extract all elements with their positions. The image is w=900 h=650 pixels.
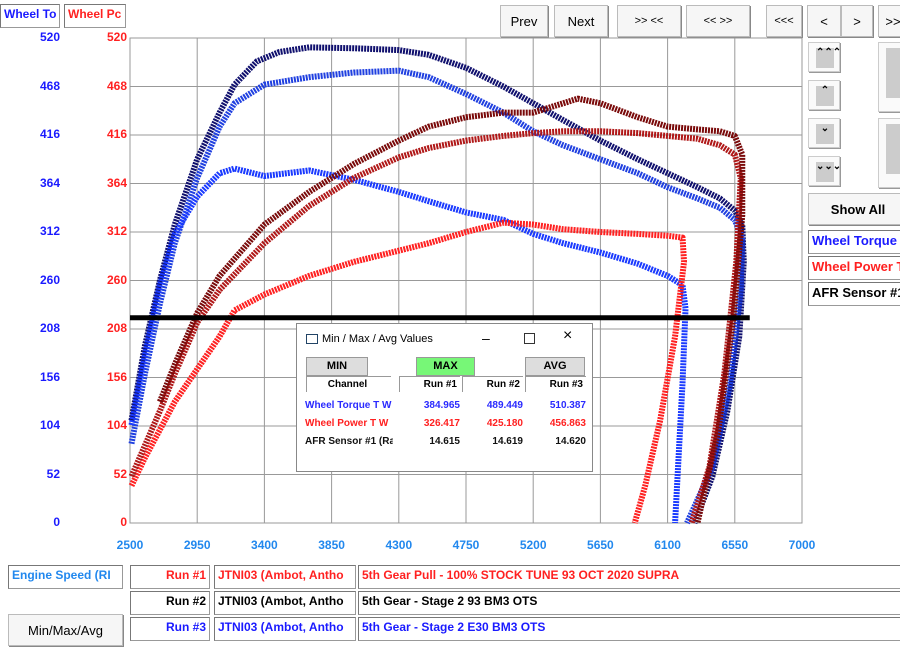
prev-button[interactable]: Prev bbox=[500, 5, 548, 37]
run-description[interactable]: 5th Gear Pull - 100% STOCK TUNE 93 OCT 2… bbox=[358, 565, 900, 589]
torque-y-tick: 104 bbox=[39, 418, 60, 432]
run-vehicle[interactable]: JTNI03 (Ambot, Antho bbox=[214, 617, 356, 641]
dialog-row-value: 456.863 bbox=[549, 418, 586, 429]
down-icon: ⌄ bbox=[816, 124, 834, 144]
avg-button[interactable]: AVG bbox=[525, 357, 585, 376]
channel-legend-item[interactable]: AFR Sensor #1 bbox=[808, 282, 900, 306]
x-tick: 7000 bbox=[788, 538, 816, 552]
x-tick: 5200 bbox=[519, 538, 547, 552]
torque-y-tick: 208 bbox=[39, 321, 60, 335]
x-channel-selector[interactable]: Engine Speed (RI bbox=[8, 565, 123, 589]
x-tick: 6100 bbox=[654, 538, 681, 552]
triple-up-icon: ⌃⌃⌃ bbox=[816, 48, 841, 68]
run-vehicle[interactable]: JTNI03 (Ambot, Antho bbox=[214, 591, 356, 615]
power-y-tick: 156 bbox=[106, 369, 127, 384]
power-y-tick: 312 bbox=[106, 224, 127, 238]
x-tick: 3850 bbox=[318, 538, 345, 552]
minimize-button[interactable]: – bbox=[482, 330, 490, 346]
dialog-row-channel: Wheel Power T W bbox=[305, 418, 389, 429]
power-y-tick: 104 bbox=[106, 418, 127, 432]
dialog-row-value: 489.449 bbox=[486, 400, 523, 411]
expand-icon bbox=[886, 48, 900, 98]
min-max-avg-dialog: Min / Max / Avg Values – × MIN MAX AVG C… bbox=[296, 323, 593, 472]
power-axis-label[interactable]: Wheel Pc bbox=[64, 4, 126, 28]
scroll-down-button[interactable]: ⌄ bbox=[808, 118, 840, 148]
run-label[interactable]: Run #1 bbox=[130, 565, 210, 589]
series-run1_power bbox=[128, 219, 688, 524]
scroll-left-button[interactable]: < bbox=[807, 5, 841, 37]
dialog-title: Min / Max / Avg Values bbox=[322, 333, 433, 345]
up-icon: ⌃ bbox=[816, 86, 834, 106]
x-tick: 4300 bbox=[385, 538, 413, 552]
scroll-right-button[interactable]: > bbox=[841, 5, 873, 37]
power-y-tick: 468 bbox=[106, 78, 127, 93]
power-y-tick: 52 bbox=[113, 466, 127, 481]
compress-button[interactable] bbox=[878, 118, 900, 188]
run-label[interactable]: Run #2 bbox=[130, 591, 210, 615]
power-y-tick: 416 bbox=[106, 127, 127, 141]
x-tick: 3400 bbox=[251, 538, 278, 552]
header-run1: Run #1 bbox=[399, 376, 460, 392]
series-run3_torque bbox=[128, 44, 747, 525]
scroll-last-button[interactable]: >> bbox=[878, 5, 900, 37]
torque-axis-label[interactable]: Wheel To bbox=[0, 4, 60, 28]
torque-y-tick: 468 bbox=[39, 78, 60, 93]
x-tick: 2500 bbox=[116, 538, 144, 552]
x-tick: 4750 bbox=[452, 538, 480, 552]
torque-y-tick: 0 bbox=[53, 515, 60, 529]
dialog-row-value: 425.180 bbox=[486, 418, 523, 429]
torque-y-tick: 416 bbox=[39, 127, 60, 141]
show-all-button[interactable]: Show All bbox=[808, 193, 900, 225]
power-y-tick: 208 bbox=[106, 321, 127, 335]
series-run2_torque bbox=[128, 67, 746, 525]
maximize-button[interactable] bbox=[524, 333, 535, 344]
dialog-row-value: 14.620 bbox=[555, 436, 586, 447]
header-run3: Run #3 bbox=[525, 376, 586, 392]
run-description[interactable]: 5th Gear - Stage 2 E30 BM3 OTS bbox=[358, 617, 900, 641]
expand-button[interactable] bbox=[878, 42, 900, 112]
series-run3_power bbox=[157, 95, 746, 524]
power-y-tick: 0 bbox=[120, 515, 127, 529]
power-y-tick: 520 bbox=[106, 30, 127, 44]
triple-down-icon: ⌄⌄⌄ bbox=[816, 162, 841, 182]
zoom-out-button[interactable]: << >> bbox=[686, 5, 750, 37]
scroll-up-fast-button[interactable]: ⌃⌃⌃ bbox=[808, 42, 841, 72]
channel-legend-item[interactable]: Wheel Torque bbox=[808, 230, 900, 254]
run-vehicle[interactable]: JTNI03 (Ambot, Antho bbox=[214, 565, 356, 589]
channel-legend-item[interactable]: Wheel Power T bbox=[808, 256, 900, 280]
close-button[interactable]: × bbox=[563, 327, 573, 344]
scroll-up-button[interactable]: ⌃ bbox=[808, 80, 840, 110]
dialog-row-value: 326.417 bbox=[423, 418, 460, 429]
max-button[interactable]: MAX bbox=[416, 357, 475, 376]
x-tick: 2950 bbox=[183, 538, 211, 552]
dialog-row-value: 384.965 bbox=[423, 400, 460, 411]
torque-y-tick: 312 bbox=[39, 224, 60, 238]
header-run2: Run #2 bbox=[462, 376, 523, 392]
x-tick: 5650 bbox=[587, 538, 614, 552]
dialog-row-value: 14.619 bbox=[492, 436, 523, 447]
run-description[interactable]: 5th Gear - Stage 2 93 BM3 OTS bbox=[358, 591, 900, 615]
next-button[interactable]: Next bbox=[554, 5, 608, 37]
power-y-tick: 260 bbox=[106, 272, 127, 287]
window-icon bbox=[306, 334, 318, 344]
torque-y-tick: 520 bbox=[39, 30, 60, 44]
dialog-row-channel: Wheel Torque T W bbox=[305, 400, 392, 411]
scroll-down-fast-button[interactable]: ⌄⌄⌄ bbox=[808, 156, 841, 186]
zoom-in-button[interactable]: >> << bbox=[617, 5, 681, 37]
dialog-row-channel: AFR Sensor #1 (Ra bbox=[305, 436, 393, 447]
power-y-tick: 364 bbox=[106, 175, 127, 190]
scroll-first-button[interactable]: <<< bbox=[766, 5, 802, 37]
torque-y-tick: 260 bbox=[39, 272, 60, 287]
torque-y-tick: 364 bbox=[39, 175, 60, 190]
run-label[interactable]: Run #3 bbox=[130, 617, 210, 641]
dialog-row-value: 14.615 bbox=[429, 436, 460, 447]
x-tick: 6550 bbox=[721, 538, 749, 552]
compress-icon bbox=[886, 124, 900, 174]
torque-y-tick: 156 bbox=[39, 369, 60, 384]
min-button[interactable]: MIN bbox=[306, 357, 368, 376]
min-max-avg-button[interactable]: Min/Max/Avg bbox=[8, 614, 123, 646]
dialog-row-value: 510.387 bbox=[549, 400, 586, 411]
torque-y-tick: 52 bbox=[46, 466, 60, 481]
header-channel: Channel bbox=[306, 376, 391, 392]
